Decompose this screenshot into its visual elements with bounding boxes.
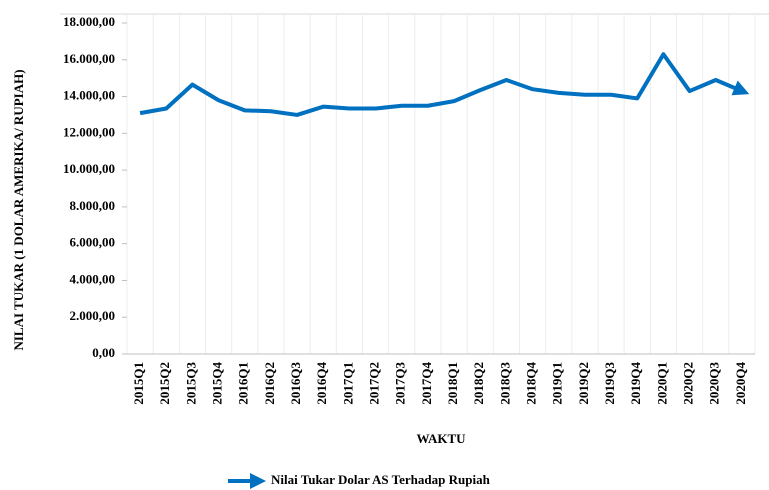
y-tick-label: 6.000,00 <box>70 235 116 250</box>
y-tick-label: 10.000,00 <box>63 161 115 176</box>
x-tick-label: 2018Q3 <box>497 362 512 405</box>
x-tick-label: 2020Q4 <box>733 362 748 405</box>
y-axis-title: NILAI TUKAR (1 DOLAR AMERIKA/ RUPIAH) <box>11 69 26 350</box>
x-tick-label: 2019Q1 <box>550 362 565 405</box>
x-tick-label: 2015Q4 <box>210 362 225 405</box>
data-line <box>139 52 750 117</box>
y-tick-label: 12.000,00 <box>63 124 115 139</box>
y-tick-label: 14.000,00 <box>63 88 115 103</box>
x-tick-label: 2017Q3 <box>393 362 408 405</box>
y-tick-label: 16.000,00 <box>63 51 115 66</box>
x-tick-label: 2020Q1 <box>654 362 669 405</box>
y-tick-label: 2.000,00 <box>70 308 116 323</box>
x-tick-label: 2020Q3 <box>707 362 722 405</box>
y-tick-label: 8.000,00 <box>70 198 116 213</box>
y-tick-label: 4.000,00 <box>70 271 116 286</box>
x-tick-label: 2019Q2 <box>576 362 591 405</box>
x-tick-label: 2015Q2 <box>157 362 172 405</box>
x-tick-label: 2016Q3 <box>288 362 303 405</box>
x-tick-label: 2018Q4 <box>524 362 539 405</box>
x-tick-label: 2016Q2 <box>262 362 277 405</box>
x-tick-label: 2015Q1 <box>131 362 146 405</box>
x-tick-label: 2018Q1 <box>445 362 460 405</box>
x-tick-label: 2016Q4 <box>314 362 329 405</box>
x-tick-label: 2020Q2 <box>681 362 696 405</box>
x-tick-label: 2015Q3 <box>183 362 198 405</box>
x-axis-title: WAKTU <box>416 431 466 446</box>
x-tick-label: 2017Q4 <box>419 362 434 405</box>
legend-label: Nilai Tukar Dolar AS Terhadap Rupiah <box>271 472 491 487</box>
x-tick-label: 2017Q2 <box>367 362 382 405</box>
x-tick-label: 2019Q4 <box>628 362 643 405</box>
y-tick-label: 0,00 <box>92 345 115 360</box>
x-tick-label: 2017Q1 <box>340 362 355 405</box>
x-tick-label: 2019Q3 <box>602 362 617 405</box>
x-tick-label: 2018Q2 <box>471 362 486 405</box>
x-tick-label: 2016Q1 <box>236 362 251 405</box>
y-tick-label: 18.000,00 <box>63 14 115 29</box>
